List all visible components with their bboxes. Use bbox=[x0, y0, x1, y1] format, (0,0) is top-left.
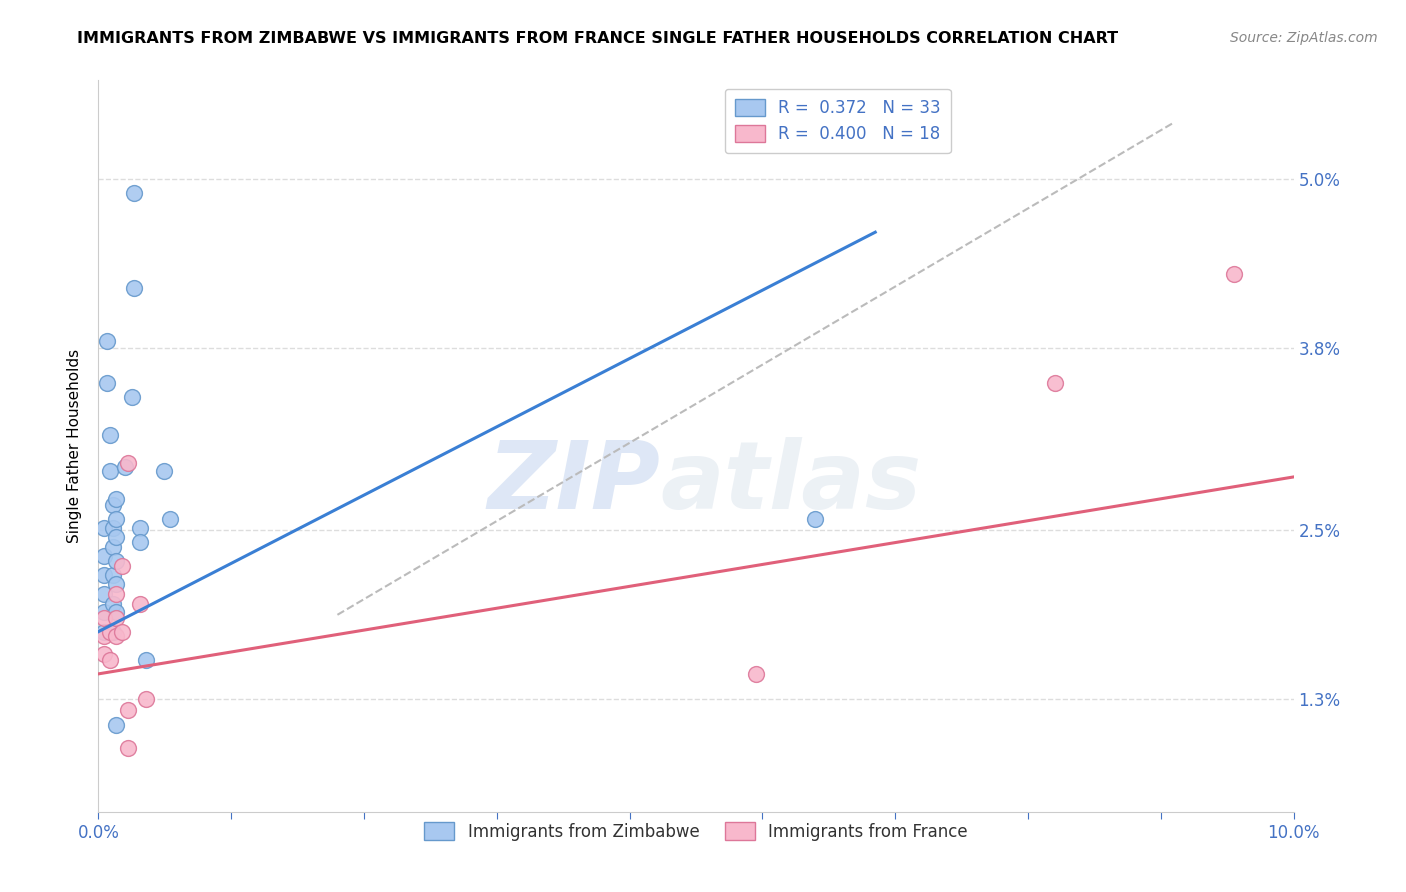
Point bbox=[101, 498, 124, 512]
Point bbox=[111, 558, 134, 573]
Point bbox=[93, 605, 115, 619]
Point bbox=[124, 186, 146, 200]
Point bbox=[129, 597, 152, 611]
Point bbox=[105, 554, 128, 568]
Point bbox=[117, 741, 139, 756]
Point bbox=[135, 692, 157, 706]
Point bbox=[159, 512, 181, 526]
Point bbox=[117, 703, 139, 717]
Point bbox=[105, 530, 128, 544]
Point bbox=[101, 520, 124, 534]
Point bbox=[745, 666, 768, 681]
Point bbox=[804, 512, 827, 526]
Point bbox=[135, 653, 157, 667]
Point bbox=[98, 427, 122, 442]
Point bbox=[101, 624, 124, 639]
Point bbox=[1043, 376, 1066, 390]
Point bbox=[105, 492, 128, 507]
Point bbox=[96, 376, 118, 390]
Y-axis label: Single Father Households: Single Father Households bbox=[67, 349, 83, 543]
Point bbox=[121, 390, 143, 404]
Point bbox=[93, 520, 115, 534]
Point bbox=[93, 568, 115, 582]
Point bbox=[98, 653, 122, 667]
Point bbox=[117, 456, 139, 470]
Point bbox=[93, 587, 115, 601]
Point bbox=[93, 624, 115, 639]
Point bbox=[105, 717, 128, 731]
Point bbox=[105, 577, 128, 591]
Point bbox=[93, 629, 115, 643]
Point bbox=[105, 605, 128, 619]
Point bbox=[98, 464, 122, 478]
Point bbox=[93, 549, 115, 563]
Point bbox=[96, 334, 118, 348]
Point bbox=[105, 512, 128, 526]
Point bbox=[153, 464, 176, 478]
Point bbox=[101, 568, 124, 582]
Text: IMMIGRANTS FROM ZIMBABWE VS IMMIGRANTS FROM FRANCE SINGLE FATHER HOUSEHOLDS CORR: IMMIGRANTS FROM ZIMBABWE VS IMMIGRANTS F… bbox=[77, 31, 1118, 46]
Legend: Immigrants from Zimbabwe, Immigrants from France: Immigrants from Zimbabwe, Immigrants fro… bbox=[418, 816, 974, 847]
Point bbox=[98, 624, 122, 639]
Text: ZIP: ZIP bbox=[488, 436, 661, 529]
Point bbox=[129, 534, 152, 549]
Point bbox=[111, 624, 134, 639]
Point bbox=[105, 587, 128, 601]
Point bbox=[105, 629, 128, 643]
Point bbox=[93, 647, 115, 661]
Point bbox=[124, 281, 146, 295]
Point bbox=[129, 520, 152, 534]
Point bbox=[101, 597, 124, 611]
Point bbox=[101, 541, 124, 555]
Point bbox=[105, 610, 128, 624]
Text: Source: ZipAtlas.com: Source: ZipAtlas.com bbox=[1230, 31, 1378, 45]
Point bbox=[93, 610, 115, 624]
Point bbox=[1223, 268, 1246, 282]
Text: atlas: atlas bbox=[661, 436, 921, 529]
Point bbox=[114, 460, 136, 475]
